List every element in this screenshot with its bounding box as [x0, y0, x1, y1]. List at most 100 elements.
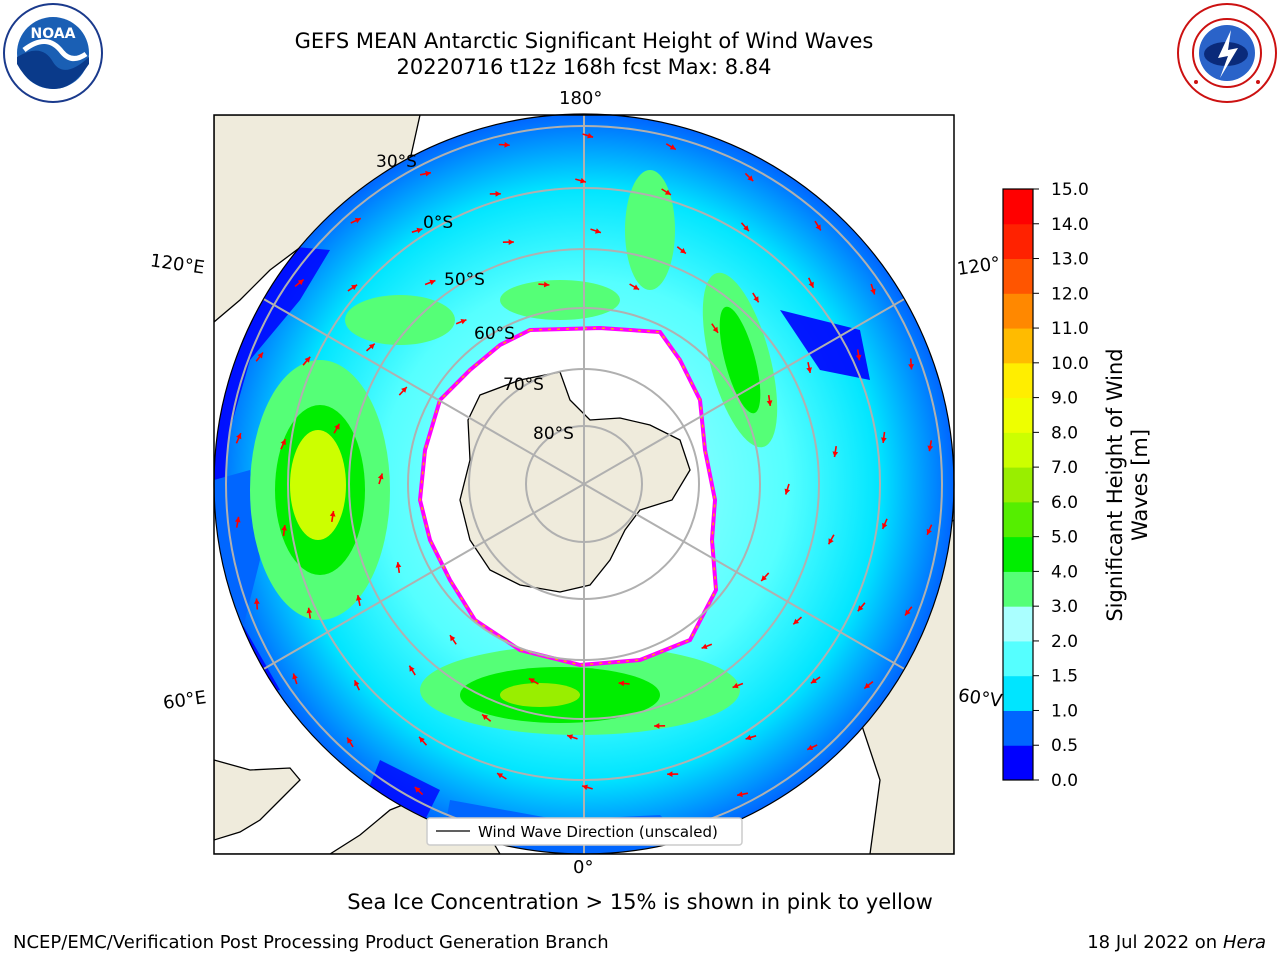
wind-arrow-head: [743, 225, 749, 232]
colorbar-segment: [1003, 536, 1033, 572]
wind-arrow-head: [281, 525, 287, 531]
colorbar-tick-label: 12.0: [1051, 284, 1089, 304]
wind-arrow-head: [292, 673, 298, 680]
colorbar-tick-label: 4.0: [1051, 562, 1078, 582]
wind-arrow-head: [745, 734, 752, 741]
wind-arrow-head: [504, 142, 510, 148]
wind-arrow-head: [587, 132, 594, 139]
wind-arrow-head: [429, 279, 436, 286]
footer-date: 18 Jul 2022 on: [1087, 932, 1223, 953]
lat-label-50s: 50°S: [444, 270, 485, 290]
wind-arrow-head: [495, 191, 501, 197]
wind-arrow-head: [807, 744, 814, 750]
wind-arrow-head: [857, 605, 864, 612]
wind-arrow-head: [409, 665, 415, 672]
wind-arrow-head: [354, 218, 361, 224]
colorbar-segment: [1003, 258, 1033, 294]
colorbar-tick-label: 2.0: [1051, 632, 1078, 652]
colorbar-tick-label: 14.0: [1051, 215, 1089, 235]
colorbar-label-line1: Significant Height of Wind: [1103, 348, 1127, 622]
noaa-logo: NOAA: [3, 3, 103, 103]
wind-arrow-head: [334, 423, 340, 430]
wind-arrow-head: [582, 784, 588, 791]
wind-arrow-head: [460, 319, 467, 325]
colorbar-tick-label: 7.0: [1051, 458, 1078, 478]
colorbar-tick-label: 5.0: [1051, 528, 1078, 548]
wind-arrow-head: [419, 736, 425, 743]
wind-arrow-head: [664, 189, 671, 195]
colorbar-tick-label: 6.0: [1051, 493, 1078, 513]
wind-arrow-head: [368, 343, 375, 350]
wind-arrow-head: [567, 734, 573, 740]
colorbar-segment: [1003, 571, 1033, 607]
nws-logo: [1177, 3, 1277, 103]
map-legend: Wind Wave Direction (unscaled): [426, 817, 743, 846]
lon-label-180: 180°: [559, 88, 603, 109]
wind-arrow-head: [793, 618, 800, 625]
wind-arrow-head: [732, 682, 739, 689]
wind-arrow-head: [766, 400, 773, 406]
graticule: [214, 114, 954, 854]
lat-label-80s: 80°S: [533, 424, 574, 444]
colorbar-segment: [1003, 710, 1033, 746]
wind-arrow-head: [497, 773, 504, 779]
wind-arrow-head: [669, 144, 676, 150]
colorbar-tick-label: 8.0: [1051, 423, 1078, 443]
wind-arrow-head: [832, 451, 839, 457]
wind-arrow-head: [680, 248, 686, 254]
colorbar-segment: [1003, 328, 1033, 364]
wind-arrow-head: [654, 723, 660, 729]
colorbar-segment: [1003, 432, 1033, 468]
wind-arrow-head: [737, 791, 743, 798]
wind-arrow-head: [329, 511, 336, 517]
wind-arrow-head: [304, 356, 311, 363]
lat-label-40s: 0°S: [423, 213, 454, 233]
colorbar-tick-label: 10.0: [1051, 354, 1089, 374]
wind-arrow-head: [234, 516, 241, 523]
footer-machine: Hera: [1222, 932, 1266, 953]
colorbar-segment: [1003, 640, 1033, 677]
chart-title: GEFS MEAN Antarctic Significant Height o…: [294, 29, 874, 53]
wind-arrow-head: [855, 354, 862, 361]
wind-arrow-head: [354, 680, 360, 687]
wind-arrow-head: [254, 598, 260, 604]
wind-arrow-head: [784, 488, 791, 495]
wind-arrow-head: [815, 224, 821, 231]
wind-arrow-head: [761, 575, 767, 581]
wind-arrow-head: [701, 643, 708, 649]
wind-arrow-head: [927, 445, 934, 452]
colorbar-label-line2: Waves [m]: [1128, 428, 1152, 542]
land-madagascar: [214, 759, 301, 841]
wind-arrow-head: [828, 538, 834, 545]
wind-arrow-head: [356, 595, 362, 601]
wind-arrow-head: [508, 239, 514, 245]
wind-arrow-head: [257, 352, 263, 359]
wind-arrow-head: [712, 326, 718, 333]
colorbar-tick-label: 13.0: [1051, 250, 1089, 270]
wind-arrow-head: [351, 284, 358, 291]
wind-arrow-head: [236, 433, 242, 440]
wind-arrow-head: [395, 562, 402, 568]
colorbar-tick-label: 15.0: [1051, 180, 1089, 200]
wind-arrow-head: [543, 281, 550, 288]
footer-left: NCEP/EMC/Verification Post Processing Pr…: [13, 932, 609, 953]
wind-arrow-head: [595, 228, 601, 234]
chart-subtitle: 20220716 t12z 168h fcst Max: 8.84: [396, 55, 772, 79]
colorbar-segment: [1003, 467, 1033, 503]
legend-label: Wind Wave Direction (unscaled): [478, 823, 718, 841]
land-antarctica: [459, 371, 691, 593]
wind-arrow-head: [425, 170, 431, 177]
colorbar-segment: [1003, 362, 1033, 399]
wind-arrow-head: [416, 227, 423, 234]
wind-arrow-head: [347, 737, 353, 744]
lat-label-70s: 70°S: [503, 375, 544, 395]
wind-arrow-head: [908, 364, 914, 370]
wind-arrow-head: [747, 175, 754, 182]
noaa-logo-text: NOAA: [31, 26, 76, 42]
wind-arrow-head: [633, 284, 640, 290]
wind-arrow-head: [882, 522, 888, 529]
wind-arrow-head: [580, 177, 586, 184]
wind-arrows: [234, 132, 934, 836]
wind-arrow-head: [753, 296, 759, 303]
